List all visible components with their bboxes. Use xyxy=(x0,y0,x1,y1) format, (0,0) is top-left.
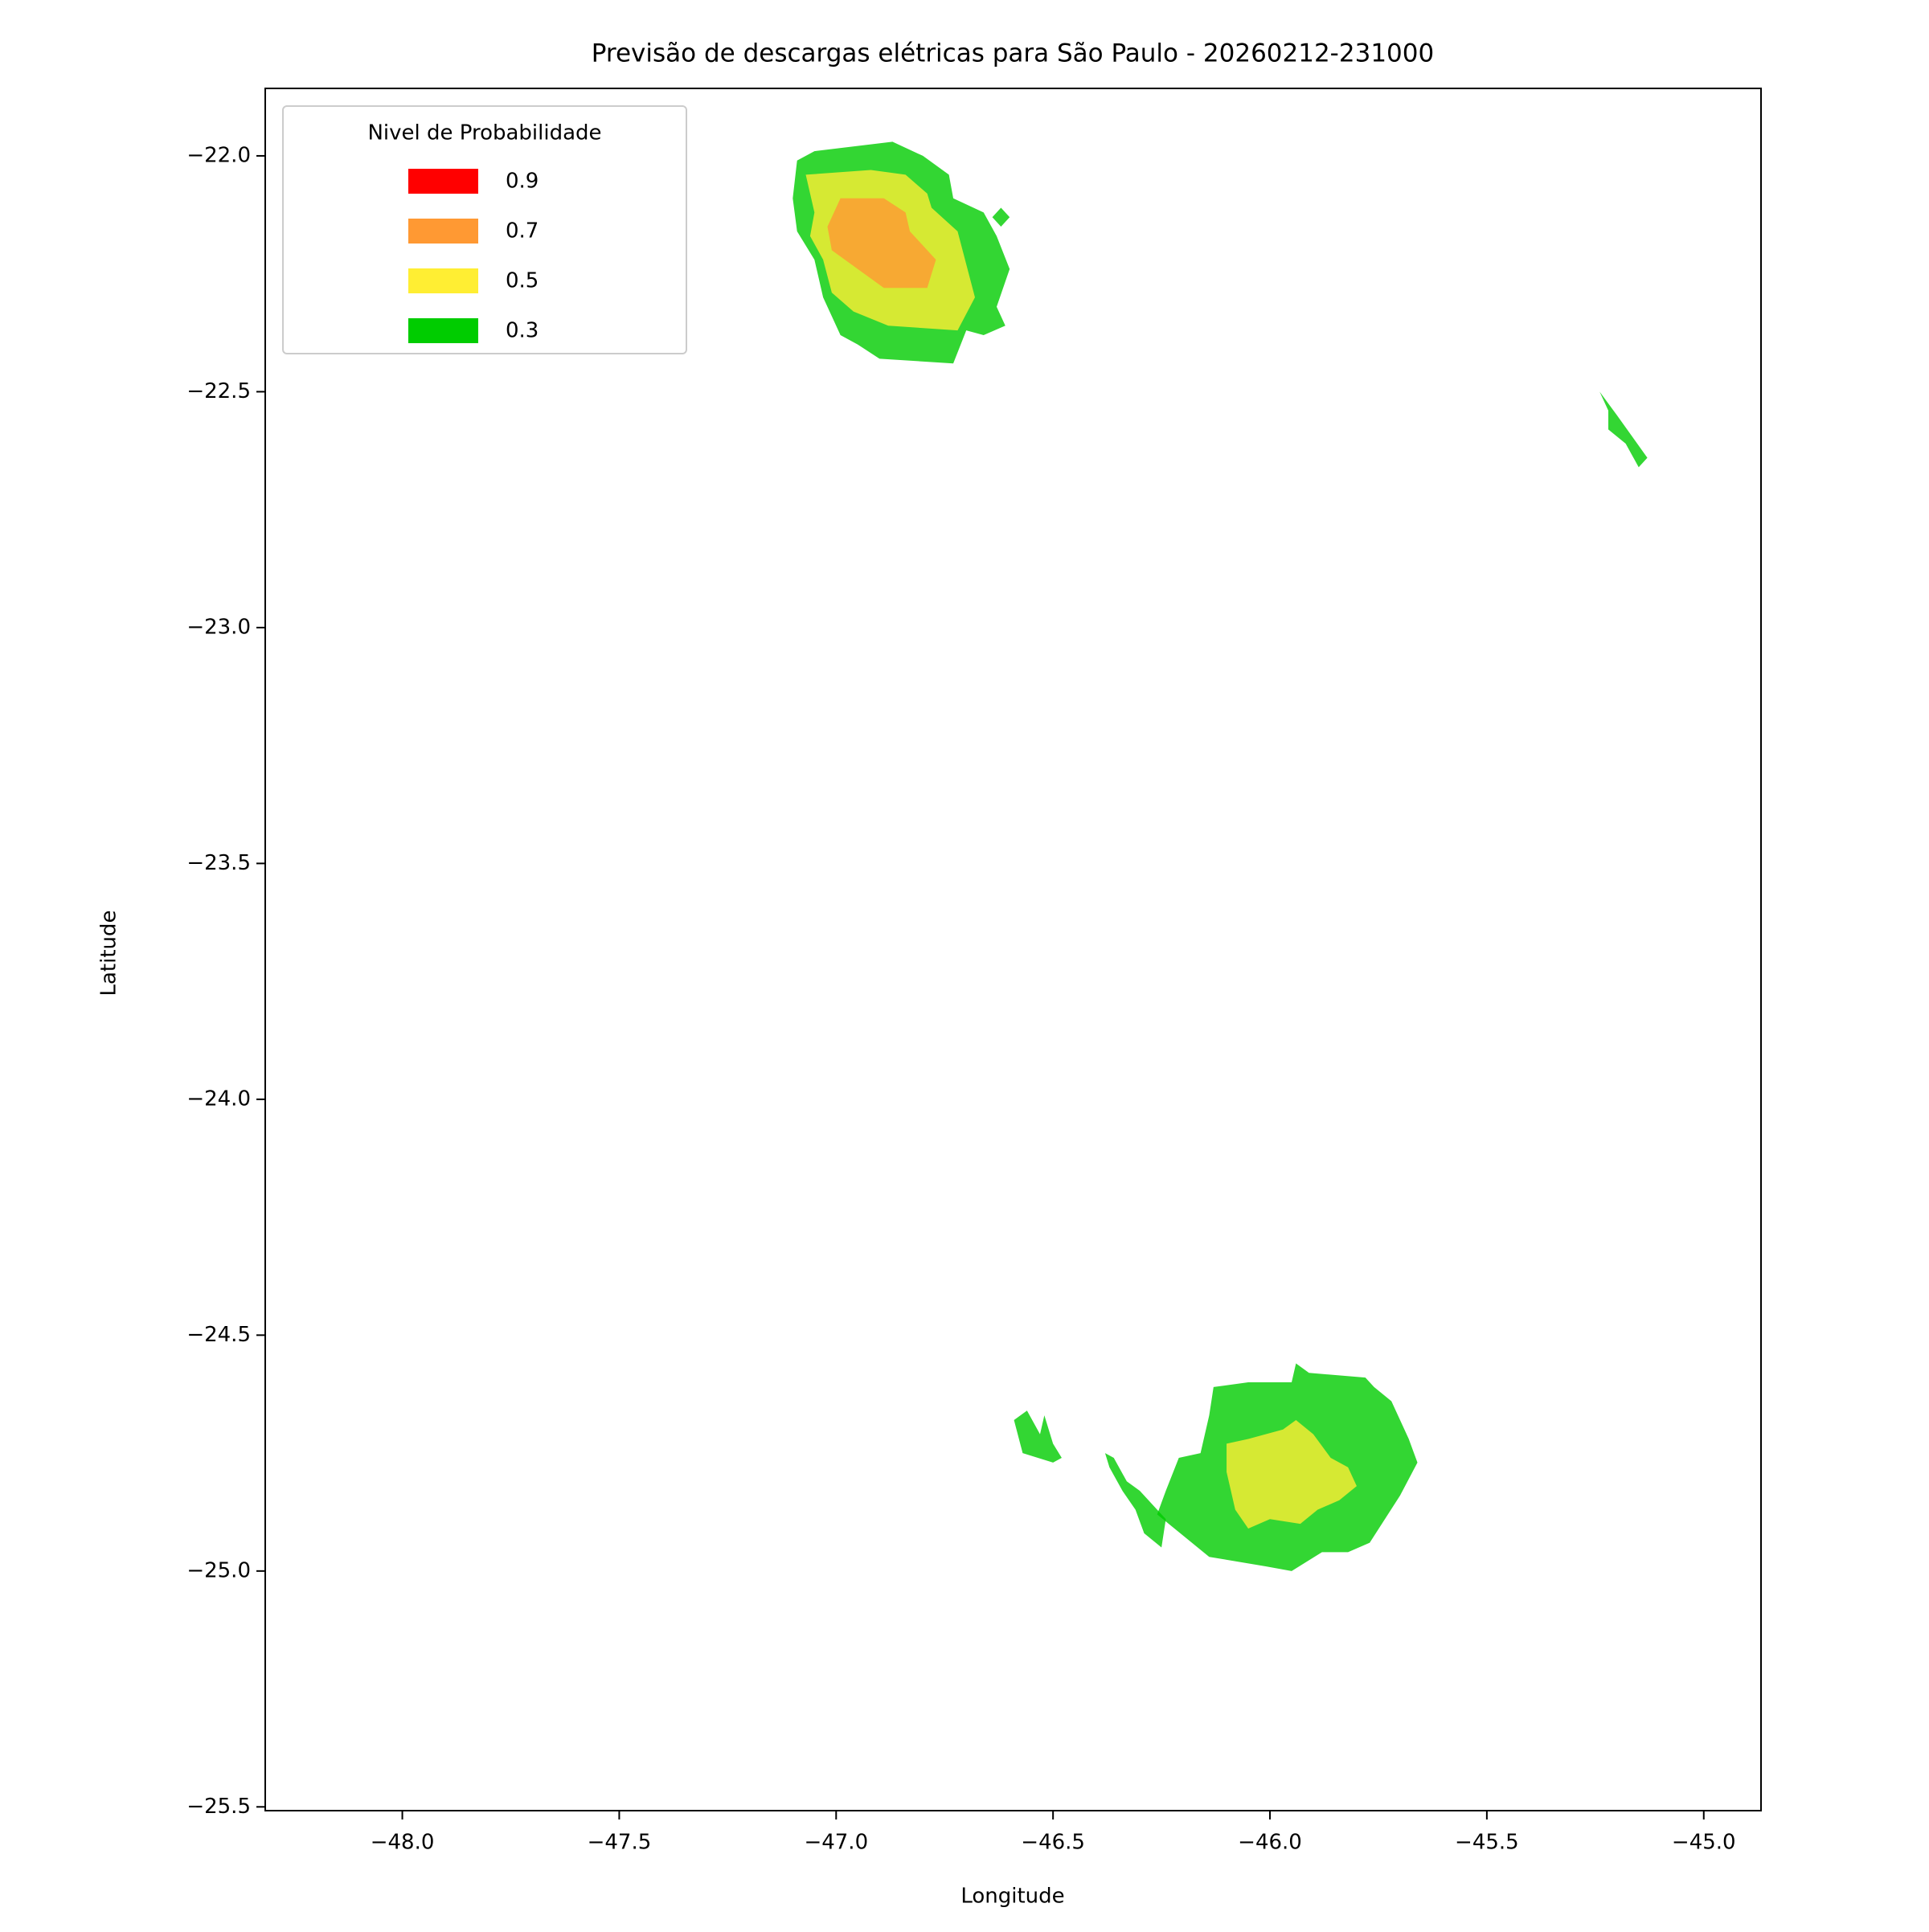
contour-region xyxy=(1599,391,1648,468)
legend-label: 0.5 xyxy=(506,269,539,293)
x-tick-label: −47.5 xyxy=(588,1831,652,1855)
plot-frame xyxy=(264,88,1762,1811)
x-tick-label: −46.0 xyxy=(1238,1831,1302,1855)
legend-swatch xyxy=(408,169,478,194)
legend-box xyxy=(282,105,687,354)
legend: Nivel de Probabilidade 0.9 0.7 0.5 0.3 xyxy=(282,105,687,354)
y-tick-label: −22.0 xyxy=(186,143,251,167)
contour-region xyxy=(1227,1419,1357,1529)
legend-label: 0.7 xyxy=(506,219,539,244)
legend-label: 0.9 xyxy=(506,170,539,194)
axes: −48.0 −47.5 −47.0 −46.5 −46.0 −45.5 −45.0 −22.0… xyxy=(186,143,1735,1854)
y-tick-label: −25.5 xyxy=(186,1795,251,1819)
y-tick-label: −24.0 xyxy=(186,1087,251,1111)
y-tick-label: −23.0 xyxy=(186,615,251,639)
y-tick-label: −25.0 xyxy=(186,1558,251,1582)
contour-region xyxy=(827,198,936,289)
chart-title: Previsão de descargas elétricas para São… xyxy=(592,39,1434,68)
y-axis-label: Latitude xyxy=(97,910,121,996)
contour-region xyxy=(992,207,1010,227)
contour-layer xyxy=(792,141,1648,1571)
legend-label: 0.3 xyxy=(506,319,539,343)
x-tick-label: −47.0 xyxy=(804,1831,868,1855)
contour-region xyxy=(1104,1453,1166,1548)
contour-region xyxy=(1014,1410,1062,1463)
legend-title: Nivel de Probabilidade xyxy=(367,121,601,145)
y-tick-label: −23.5 xyxy=(186,851,251,875)
x-tick-label: −45.5 xyxy=(1455,1831,1519,1855)
x-tick-label: −46.5 xyxy=(1021,1831,1085,1855)
x-axis-label: Longitude xyxy=(960,1885,1064,1909)
x-tick-label: −45.0 xyxy=(1672,1831,1736,1855)
y-tick-label: −22.5 xyxy=(186,379,251,403)
legend-swatch xyxy=(408,219,478,244)
legend-swatch xyxy=(408,268,478,293)
legend-swatch xyxy=(408,318,478,343)
x-tick-label: −48.0 xyxy=(371,1831,435,1855)
y-tick-label: −24.5 xyxy=(186,1323,251,1347)
